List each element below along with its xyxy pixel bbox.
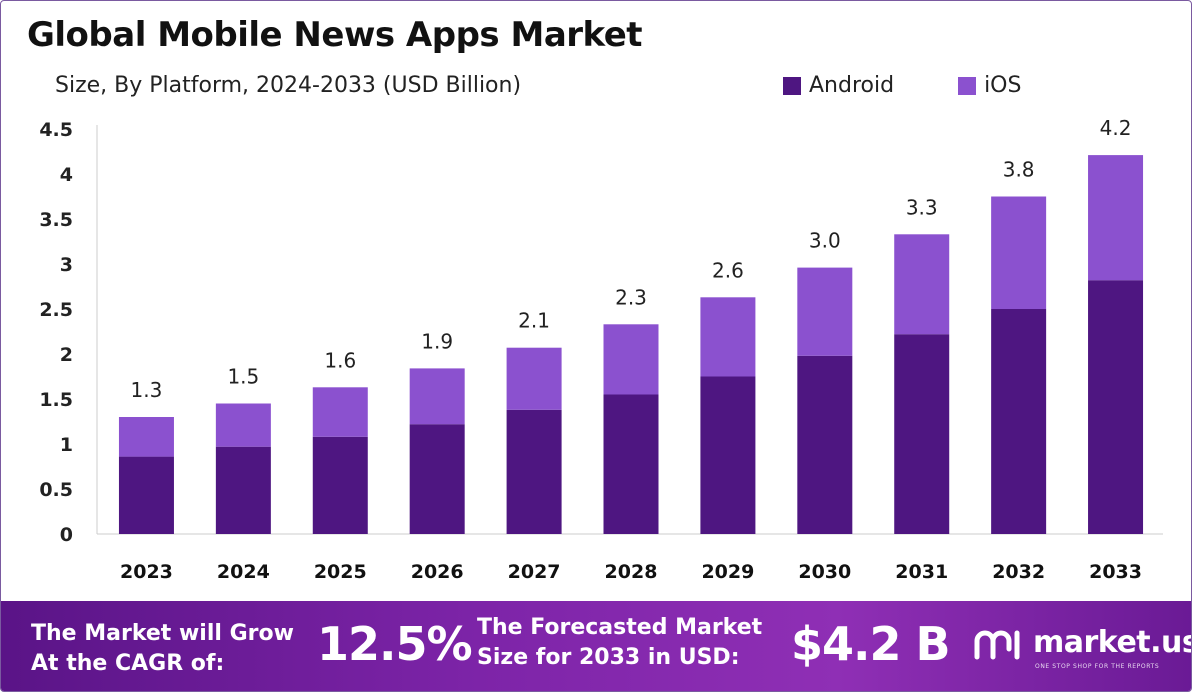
forecast-label-line1: The Forecasted Market xyxy=(477,615,763,640)
cagr-label: The Market will Grow At the CAGR of: xyxy=(31,619,331,679)
legend: Android iOS xyxy=(783,73,1021,98)
bar-ios-2033 xyxy=(1088,155,1144,281)
data-label-2032: 3.8 xyxy=(1003,158,1035,182)
bar-android-2024 xyxy=(215,446,271,534)
bar-ios-2029 xyxy=(700,297,756,377)
legend-swatch-android xyxy=(783,76,801,95)
cagr-label-line2: At the CAGR of: xyxy=(31,651,225,676)
bar-ios-2032 xyxy=(991,196,1047,309)
y-tick-label: 0.5 xyxy=(39,479,73,501)
x-tick-label-2024: 2024 xyxy=(217,561,270,583)
x-tick-label-2026: 2026 xyxy=(411,561,464,583)
bar-ios-2031 xyxy=(894,234,950,335)
forecast-label: The Forecasted Market Size for 2033 in U… xyxy=(477,613,787,673)
y-tick-label: 4.5 xyxy=(39,119,73,141)
data-label-2025: 1.6 xyxy=(324,348,356,372)
bar-ios-2030 xyxy=(797,267,853,356)
bar-ios-2027 xyxy=(506,347,562,410)
legend-swatch-ios xyxy=(958,76,977,95)
legend-item-android: Android xyxy=(783,73,894,98)
data-label-2024: 1.5 xyxy=(227,365,259,389)
x-tick-label-2033: 2033 xyxy=(1089,561,1142,583)
brand-name: market.us xyxy=(1033,625,1192,660)
brand: market.us ONE STOP SHOP FOR THE REPORTS xyxy=(973,623,1191,673)
y-tick-label: 3.5 xyxy=(39,209,73,231)
y-tick-label: 1 xyxy=(60,434,73,456)
data-label-2026: 1.9 xyxy=(421,329,453,353)
data-label-2031: 3.3 xyxy=(906,195,938,219)
x-tick-label-2028: 2028 xyxy=(605,561,658,583)
x-tick-label-2025: 2025 xyxy=(314,561,367,583)
legend-label-ios: iOS xyxy=(984,73,1022,98)
bar-android-2031 xyxy=(894,334,950,534)
y-tick-label: 2 xyxy=(60,344,73,366)
y-tick-label: 1.5 xyxy=(39,389,73,411)
data-label-2030: 3.0 xyxy=(809,229,841,253)
chart-title: Global Mobile News Apps Market xyxy=(27,15,643,55)
bar-ios-2026 xyxy=(409,368,465,425)
y-tick-label: 0 xyxy=(60,524,73,546)
bar-android-2029 xyxy=(700,376,756,534)
bar-android-2023 xyxy=(118,456,174,534)
chart-subtitle: Size, By Platform, 2024-2033 (USD Billio… xyxy=(55,73,522,98)
data-label-2028: 2.3 xyxy=(615,285,647,309)
x-tick-label-2032: 2032 xyxy=(992,561,1045,583)
y-tick-label: 2.5 xyxy=(39,299,73,321)
bar-android-2025 xyxy=(312,436,368,534)
bar-ios-2023 xyxy=(118,417,174,457)
bar-android-2027 xyxy=(506,409,562,534)
bar-ios-2025 xyxy=(312,387,368,437)
data-label-2029: 2.6 xyxy=(712,258,744,282)
data-label-2033: 4.2 xyxy=(1100,116,1132,140)
x-tick-label-2031: 2031 xyxy=(895,561,948,583)
data-label-2027: 2.1 xyxy=(518,309,550,333)
bar-android-2032 xyxy=(991,309,1047,534)
cagr-value: 12.5% xyxy=(317,617,473,671)
bar-android-2028 xyxy=(603,394,659,534)
data-label-2023: 1.3 xyxy=(131,378,163,402)
x-tick-label-2027: 2027 xyxy=(508,561,561,583)
cagr-label-line1: The Market will Grow xyxy=(31,621,294,646)
forecast-value: $4.2 B xyxy=(791,617,951,671)
bar-ios-2024 xyxy=(215,403,271,447)
bar-chart: 0 0.5 1 1.5 2 2.5 3 3.5 4 4.5 1.3 2023 1.5 2024 1.6 202… xyxy=(39,116,1163,583)
y-tick-label: 4 xyxy=(60,164,73,186)
x-tick-label-2029: 2029 xyxy=(701,561,754,583)
legend-item-ios: iOS xyxy=(958,73,1021,98)
x-tick-label-2023: 2023 xyxy=(120,561,173,583)
bar-android-2030 xyxy=(797,355,853,534)
x-tick-label-2030: 2030 xyxy=(798,561,851,583)
legend-label-android: Android xyxy=(809,73,895,98)
summary-banner: The Market will Grow At the CAGR of: 12.… xyxy=(1,601,1191,691)
y-tick-label: 3 xyxy=(60,254,73,276)
market-us-logo-icon xyxy=(974,630,1020,660)
forecast-label-line2: Size for 2033 in USD: xyxy=(477,645,740,670)
bar-android-2033 xyxy=(1088,280,1144,534)
bar-android-2026 xyxy=(409,424,465,534)
brand-tagline: ONE STOP SHOP FOR THE REPORTS xyxy=(1035,663,1160,670)
bar-ios-2028 xyxy=(603,324,659,395)
